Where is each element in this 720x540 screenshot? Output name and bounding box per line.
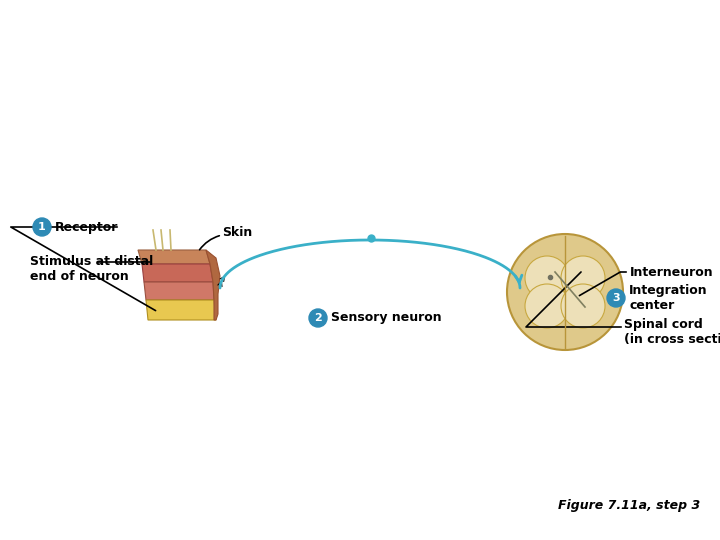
Text: Interneuron: Interneuron [630, 266, 714, 279]
Text: Stimulus at distal
end of neuron: Stimulus at distal end of neuron [30, 255, 153, 283]
Text: Spinal cord
(in cross section): Spinal cord (in cross section) [624, 318, 720, 346]
Polygon shape [144, 282, 214, 300]
Polygon shape [206, 250, 220, 320]
Polygon shape [142, 264, 213, 282]
Text: 1: 1 [38, 222, 46, 232]
Text: Sensory neuron: Sensory neuron [331, 312, 441, 325]
Polygon shape [138, 250, 210, 264]
Text: Figure 7.11a, step 3: Figure 7.11a, step 3 [558, 499, 700, 512]
Circle shape [525, 284, 569, 328]
Circle shape [561, 256, 605, 300]
Text: Skin: Skin [222, 226, 252, 240]
Text: Receptor: Receptor [55, 220, 118, 233]
Text: 3: 3 [612, 293, 620, 303]
Circle shape [525, 256, 569, 300]
Text: 2: 2 [314, 313, 322, 323]
Text: Integration
center: Integration center [629, 284, 708, 312]
Circle shape [607, 289, 625, 307]
Circle shape [309, 309, 327, 327]
Circle shape [507, 234, 623, 350]
Circle shape [33, 218, 51, 236]
Polygon shape [146, 300, 216, 320]
Circle shape [561, 284, 605, 328]
